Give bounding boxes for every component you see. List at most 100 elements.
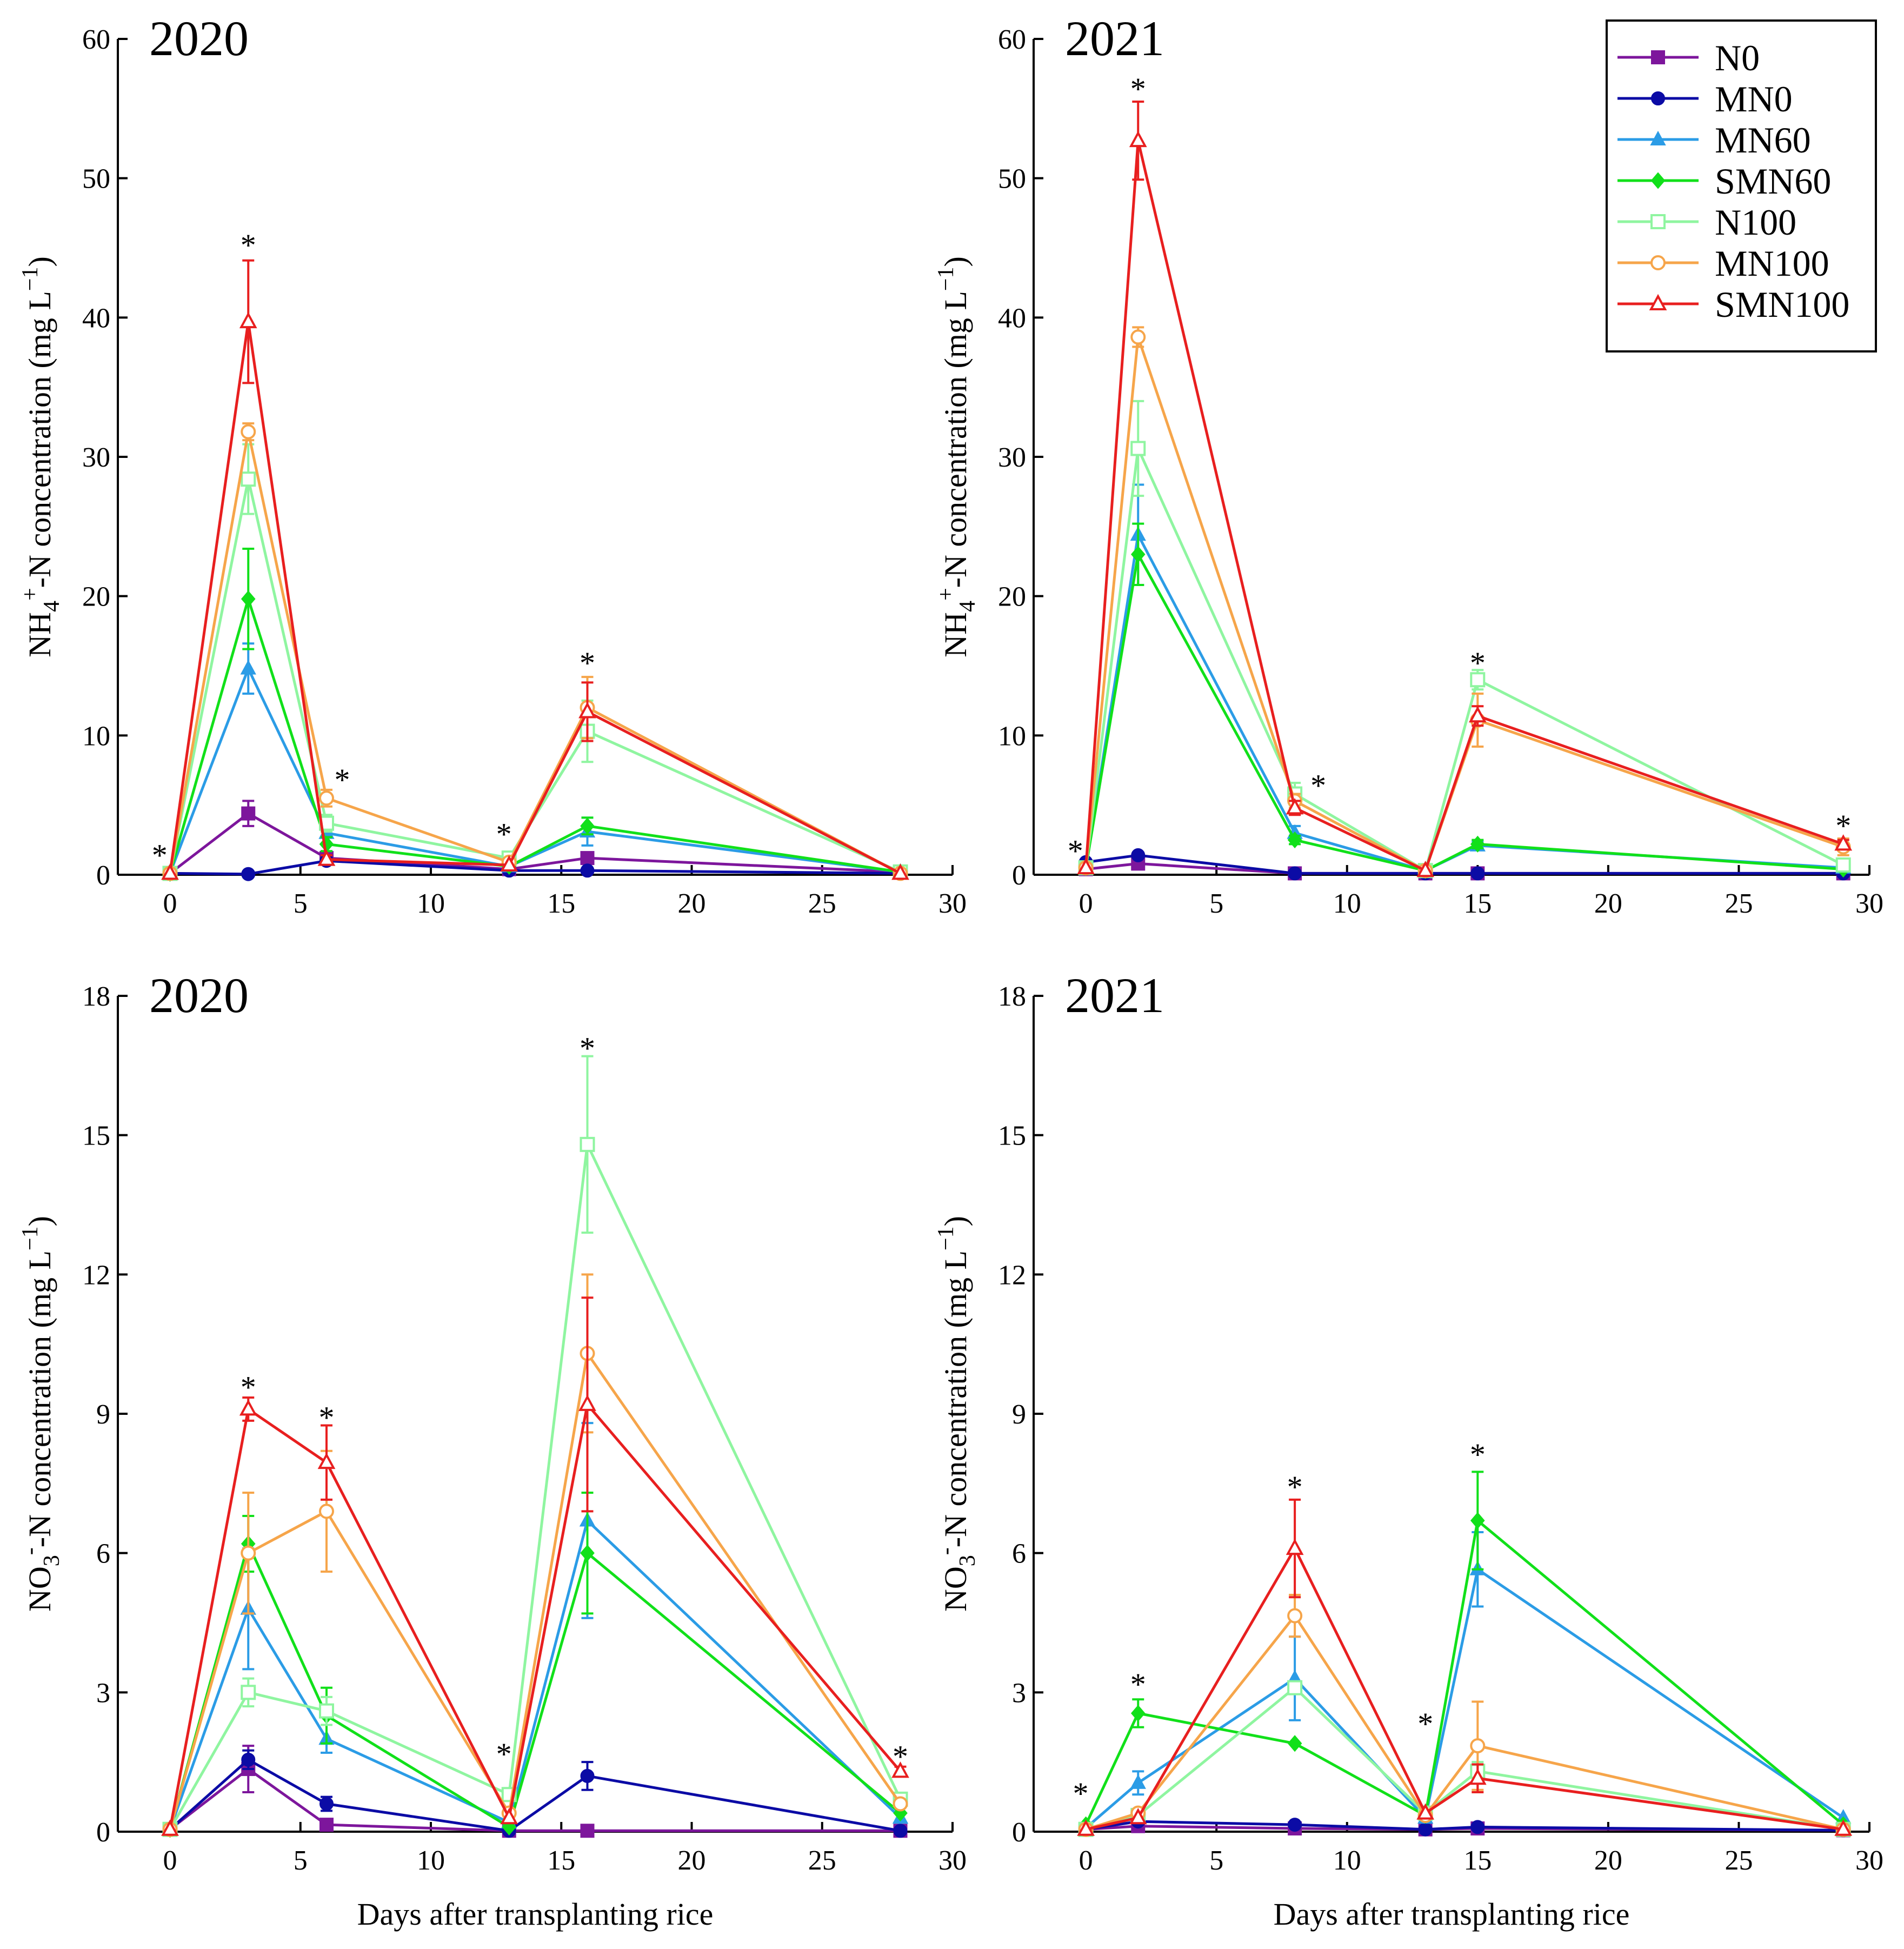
data-point [580,1768,595,1783]
y-axis-title-part: NO [938,1566,973,1612]
legend-label: MN0 [1715,78,1793,119]
data-point [580,851,595,866]
significance-star: * [1130,71,1146,107]
series-line [169,1403,902,1830]
series-line [169,597,901,874]
x-tick-label: 0 [163,1845,177,1876]
panel-year-title: 2020 [149,968,249,1023]
significance-star: * [1068,834,1083,869]
significance-star: * [1073,1776,1088,1811]
y-tick-label: 50 [82,164,110,195]
data-point [241,590,256,608]
x-tick-label: 20 [1594,888,1622,919]
significance-star: * [319,1400,335,1435]
data-point [239,311,257,329]
y-tick-label: 40 [998,303,1026,334]
y-axis-title-part: -N concentration (mg L [22,1250,57,1547]
data-point [241,471,256,487]
y-tick-label: 60 [998,24,1026,55]
series-line [1085,1614,1844,1831]
data-point [240,660,256,675]
y-axis-title-part: + [18,588,43,601]
y-tick-label: 30 [998,442,1026,473]
data-point [1470,1738,1486,1754]
data-point [1470,672,1486,688]
y-axis-title-part: NO [22,1566,57,1612]
series-line [169,1519,902,1830]
series-mn60 [162,1422,909,1835]
x-tick-label: 15 [547,1845,575,1876]
data-point [319,1797,334,1811]
x-tick-label: 25 [1725,1845,1753,1876]
data-point [1416,861,1435,877]
y-axis-title-part: - [934,1547,958,1555]
data-point [1468,706,1487,723]
legend-item-mn0: MN0 [1617,78,1793,119]
y-axis-title-part: 3 [955,1555,980,1566]
y-axis-title-part: NH [22,612,57,657]
legend-label: N0 [1715,37,1760,78]
data-point [578,702,596,719]
series-line [1084,447,1844,872]
significance-star: * [893,1739,908,1774]
legend-item-n0: N0 [1617,37,1760,78]
series-line [1084,335,1844,872]
legend-marker [1650,130,1666,145]
data-point [1287,1735,1302,1752]
x-tick-label: 30 [938,888,967,919]
data-point [580,1824,595,1838]
x-tick-label: 10 [1333,1845,1361,1876]
data-point [161,1819,179,1836]
data-point [500,855,518,872]
x-tick-label: 20 [678,888,706,919]
y-tick-label: 6 [1012,1539,1026,1569]
significance-star: * [1470,1437,1486,1472]
x-axis-title: Days after transplanting rice [357,1897,714,1932]
panel-year-title: 2020 [149,11,249,66]
y-tick-label: 3 [1012,1678,1026,1708]
data-point [1288,1818,1302,1832]
data-point [1130,546,1146,563]
data-point [1130,329,1146,345]
y-axis-title: NO3--N concentration (mg L−1) [18,1216,64,1612]
y-tick-label: 20 [82,582,110,613]
legend-item-mn60: MN60 [1617,119,1811,161]
data-point [580,1136,595,1152]
data-point [1470,866,1485,881]
series-line [169,1542,902,1830]
series-smn100 [161,259,909,880]
y-tick-label: 3 [96,1678,110,1708]
series-line [1084,139,1844,872]
y-axis-title-part: 3 [39,1555,64,1566]
x-tick-label: 10 [417,888,445,919]
data-point [241,1545,256,1561]
y-tick-label: 10 [998,721,1026,751]
series-line [169,667,901,874]
series-mn100 [162,1273,908,1837]
legend-marker [1650,255,1666,270]
y-axis-title-part: ) [22,256,57,267]
series-line [1086,1820,1843,1832]
y-axis-title-part: −1 [18,267,43,291]
significance-star: * [334,762,350,797]
data-point [1834,1819,1853,1836]
data-point [893,1824,908,1838]
y-tick-label: 0 [1012,1817,1026,1848]
x-tick-label: 15 [547,888,575,919]
x-tick-label: 30 [1855,1845,1883,1876]
significance-star: * [580,646,595,681]
y-axis-title: NO3--N concentration (mg L−1) [934,1216,980,1612]
y-axis-title-part: -N concentration (mg L [938,1250,973,1547]
data-point [893,1796,908,1812]
y-axis-title-part: −1 [18,1226,43,1250]
data-point [580,817,595,835]
y-tick-label: 15 [998,1121,1026,1152]
series-line [170,859,901,876]
panel-year-title: 2021 [1065,968,1164,1023]
significance-star: * [1417,1706,1433,1741]
y-axis-title-part: 4 [39,601,64,612]
y-axis-title-part: ) [22,1216,57,1226]
data-point [1287,832,1302,849]
series-line [1085,1686,1844,1831]
